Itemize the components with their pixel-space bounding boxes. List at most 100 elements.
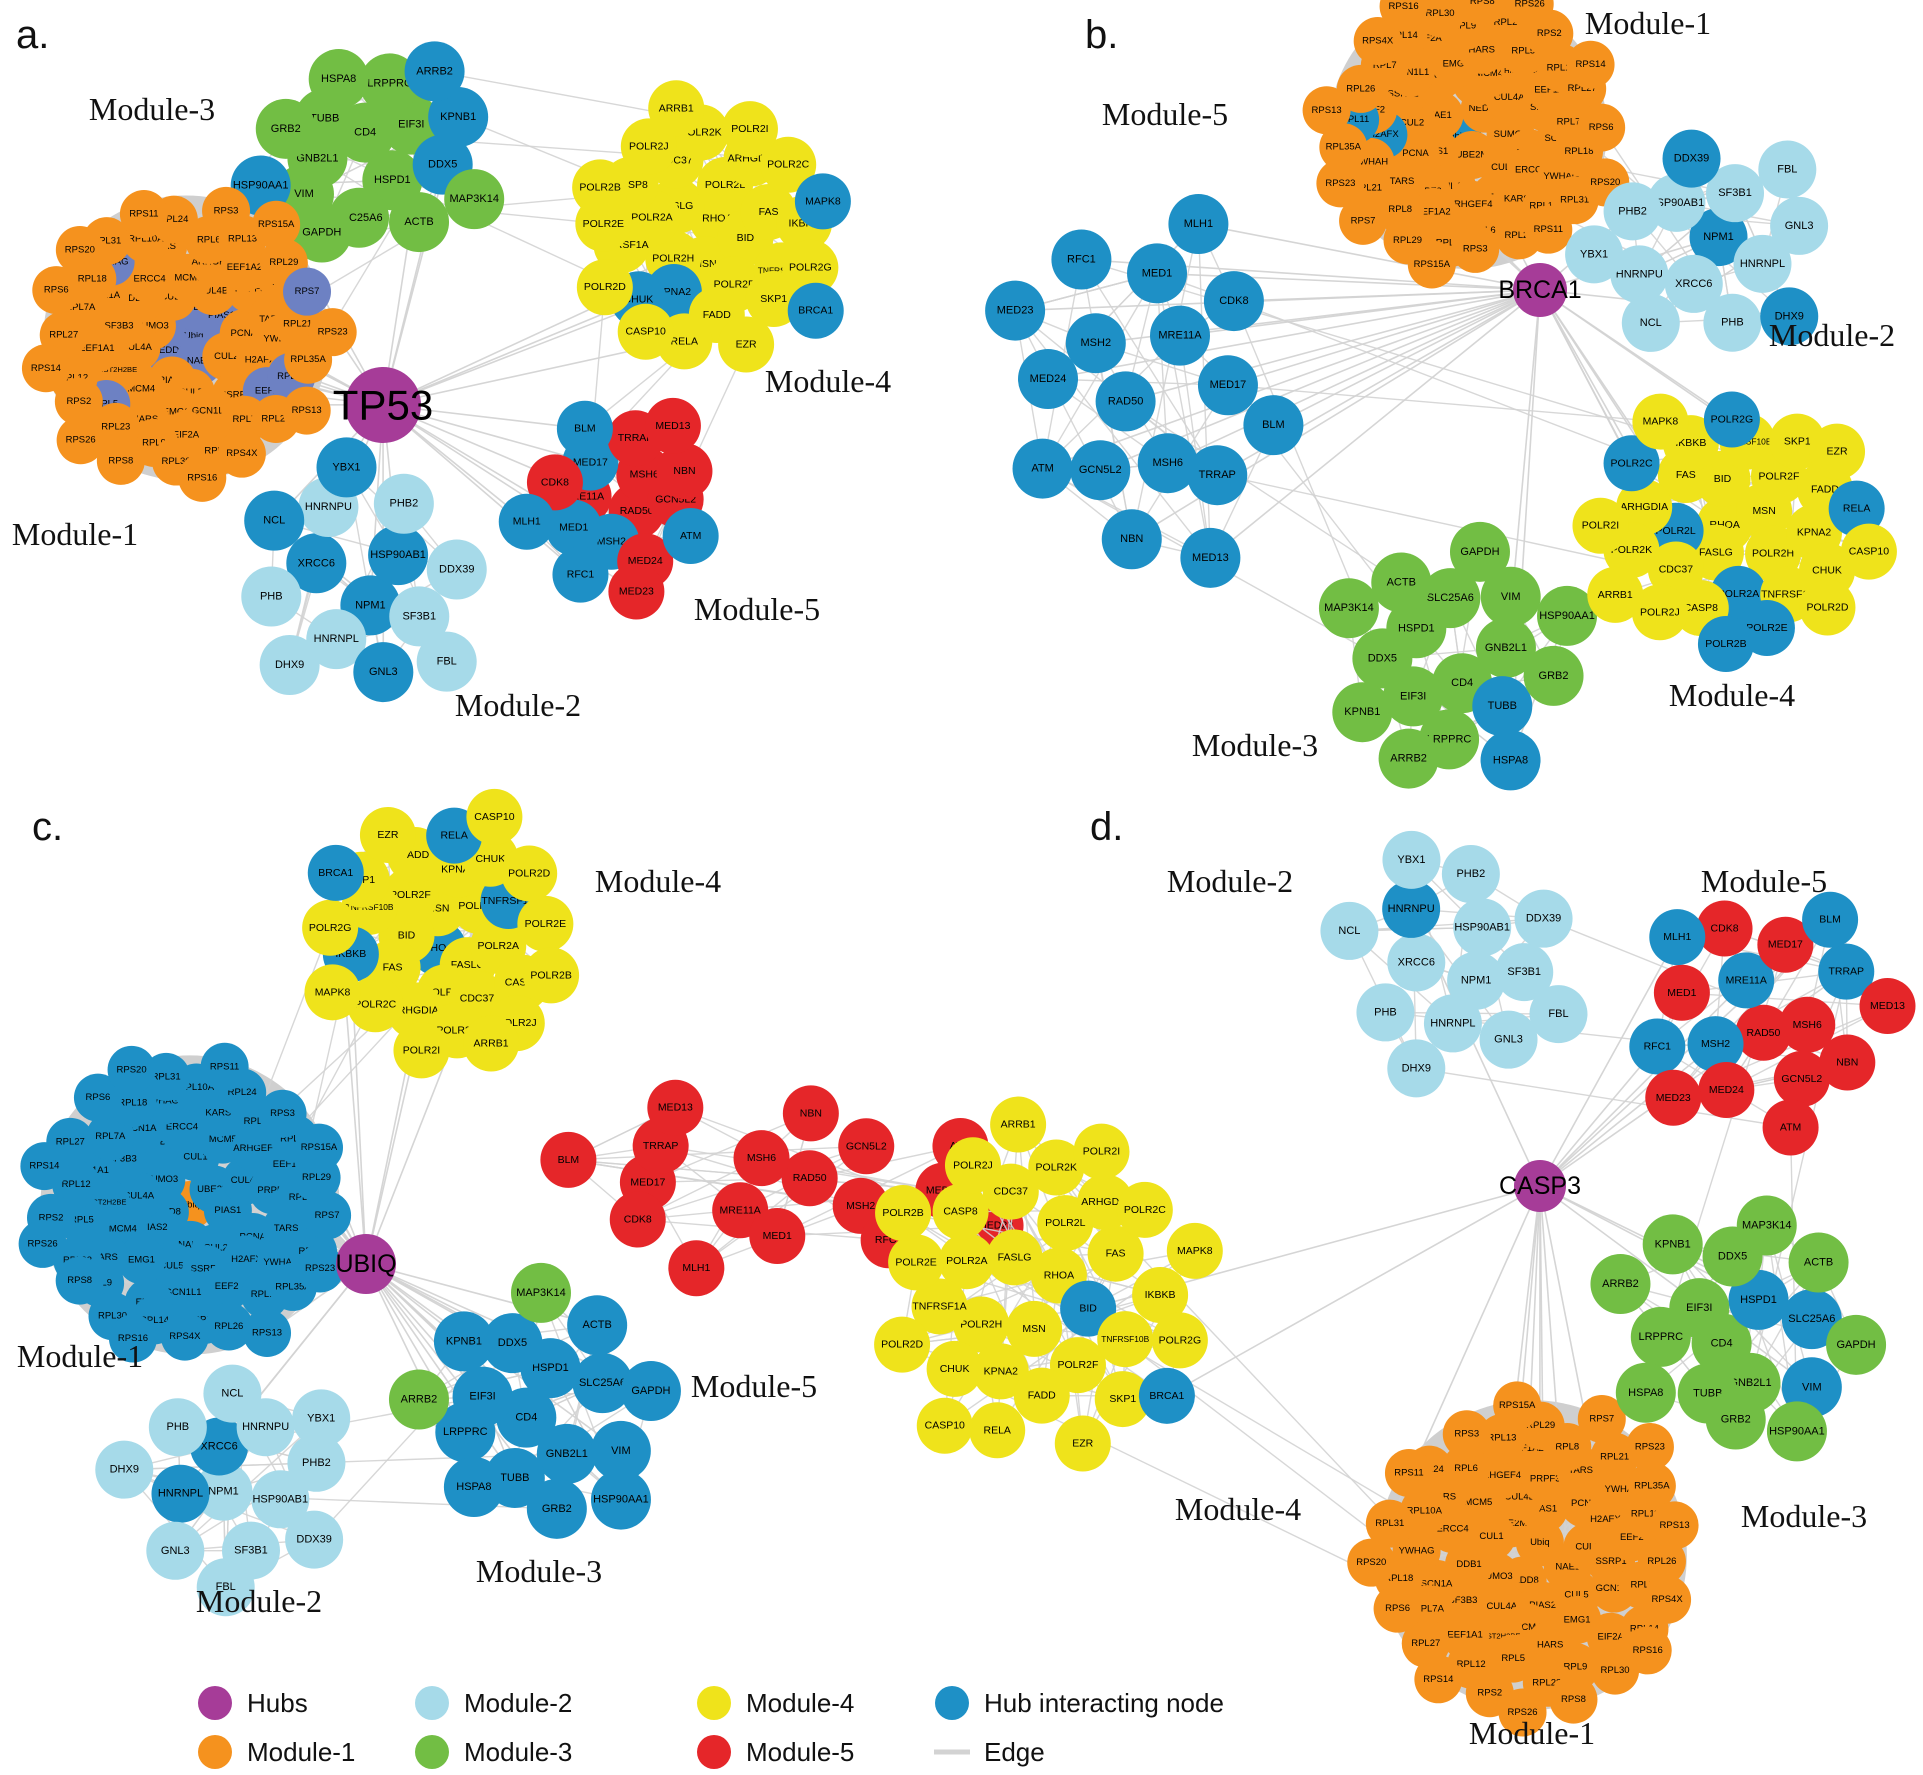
gene-node-circle[interactable]	[590, 1420, 651, 1481]
node-RPS4X[interactable]: RPS4X	[1353, 17, 1402, 66]
gene-node-circle[interactable]	[552, 546, 609, 603]
gene-node-circle[interactable]	[1416, 0, 1465, 38]
gene-node-circle[interactable]	[368, 525, 429, 586]
gene-node-circle[interactable]	[1449, 521, 1510, 582]
node-XRCC6[interactable]: XRCC6	[286, 533, 347, 594]
hub-circle[interactable]	[1513, 263, 1567, 317]
gene-node-circle[interactable]	[1566, 40, 1615, 89]
node-PHB2[interactable]: PHB2	[373, 473, 434, 534]
gene-node-circle[interactable]	[1319, 123, 1368, 172]
gene-node-circle[interactable]	[1243, 395, 1304, 456]
node-RFC1[interactable]: RFC1	[552, 546, 609, 603]
gene-node-circle[interactable]	[291, 202, 352, 263]
node-NCL[interactable]: NCL	[203, 1364, 262, 1423]
node-RPS14[interactable]: RPS14	[1414, 1655, 1463, 1704]
node-ATM[interactable]: ATM	[1012, 438, 1073, 499]
node-XRCC6[interactable]: XRCC6	[1387, 933, 1446, 992]
gene-node-circle[interactable]	[1012, 438, 1073, 499]
node-GAPDH[interactable]: GAPDH	[620, 1361, 681, 1422]
gene-node-circle[interactable]	[932, 1183, 989, 1240]
node-MAPK8[interactable]: MAPK8	[794, 173, 851, 230]
gene-node-circle[interactable]	[54, 377, 103, 426]
gene-node-circle[interactable]	[435, 1402, 496, 1463]
gene-node-circle[interactable]	[1087, 1225, 1144, 1282]
gene-node-circle[interactable]	[56, 416, 105, 465]
node-MLH1[interactable]: MLH1	[1649, 909, 1706, 966]
gene-node-circle[interactable]	[96, 436, 145, 485]
gene-node-circle[interactable]	[1347, 1538, 1396, 1587]
node-MED1[interactable]: MED1	[1653, 964, 1710, 1021]
gene-node-circle[interactable]	[307, 844, 364, 901]
node-IKBKB[interactable]: IKBKB	[1132, 1267, 1189, 1324]
gene-node-circle[interactable]	[308, 308, 357, 357]
node-RPS2[interactable]: RPS2	[54, 377, 103, 426]
gene-node-circle[interactable]	[303, 1191, 352, 1240]
gene-node-circle[interactable]	[648, 80, 705, 137]
gene-node-circle[interactable]	[1718, 952, 1775, 1009]
gene-node-circle[interactable]	[969, 1402, 1026, 1459]
hub-node-TP53[interactable]: TP53	[333, 367, 433, 443]
node-CASP10[interactable]: CASP10	[1840, 523, 1897, 580]
node-RPS7[interactable]: RPS7	[283, 267, 332, 316]
node-GNB2L1[interactable]: GNB2L1	[1475, 617, 1536, 678]
node-MED24[interactable]: MED24	[1018, 348, 1079, 409]
gene-node-circle[interactable]	[1615, 1362, 1676, 1423]
node-POLR2J[interactable]: POLR2J	[1631, 584, 1688, 641]
gene-node-circle[interactable]	[1339, 196, 1388, 245]
gene-node-circle[interactable]	[572, 159, 629, 216]
gene-node-circle[interactable]	[1203, 271, 1264, 332]
gene-node-circle[interactable]	[428, 87, 489, 148]
node-RPS6[interactable]: RPS6	[1577, 103, 1626, 152]
gene-node-circle[interactable]	[1493, 1381, 1542, 1430]
gene-node-circle[interactable]	[443, 1456, 504, 1517]
node-RPS8[interactable]: RPS8	[96, 436, 145, 485]
gene-node-circle[interactable]	[794, 173, 851, 230]
gene-node-circle[interactable]	[1065, 313, 1126, 374]
gene-node-circle[interactable]	[1616, 479, 1673, 536]
gene-node-circle[interactable]	[1060, 1280, 1117, 1337]
gene-node-circle[interactable]	[1137, 433, 1198, 494]
node-NBN[interactable]: NBN	[656, 443, 713, 500]
gene-node-circle[interactable]	[18, 1219, 67, 1268]
node-RPS11[interactable]: RPS11	[200, 1042, 249, 1091]
node-MLH1[interactable]: MLH1	[498, 493, 555, 550]
gene-node-circle[interactable]	[1689, 208, 1748, 267]
node-ATM[interactable]: ATM	[1762, 1099, 1819, 1156]
gene-node-circle[interactable]	[1480, 566, 1541, 627]
gene-node-circle[interactable]	[1382, 830, 1441, 889]
gene-node-circle[interactable]	[972, 1343, 1029, 1400]
node-SLC25A6[interactable]: SLC25A6	[572, 1353, 633, 1414]
gene-node-circle[interactable]	[1382, 879, 1441, 938]
gene-node-circle[interactable]	[32, 266, 81, 315]
gene-node-circle[interactable]	[1489, 1634, 1538, 1683]
gene-node-circle[interactable]	[1529, 985, 1588, 1044]
gene-node-circle[interactable]	[1587, 566, 1644, 623]
gene-node-circle[interactable]	[1523, 645, 1584, 706]
node-SF3B1[interactable]: SF3B1	[1495, 943, 1554, 1002]
gene-node-circle[interactable]	[1788, 1232, 1849, 1293]
gene-node-circle[interactable]	[911, 1278, 968, 1335]
gene-node-circle[interactable]	[1028, 1139, 1085, 1196]
node-MAP3K14[interactable]: MAP3K14	[510, 1262, 571, 1323]
node-MAP3K14[interactable]: MAP3K14	[1318, 578, 1379, 639]
node-ACTB[interactable]: ACTB	[389, 192, 450, 253]
node-RPS16[interactable]: RPS16	[1623, 1626, 1672, 1675]
node-FAS[interactable]: FAS	[1087, 1225, 1144, 1282]
node-RPS15A[interactable]: RPS15A	[252, 200, 301, 249]
node-GRB2[interactable]: GRB2	[526, 1478, 587, 1539]
gene-node-circle[interactable]	[1697, 616, 1754, 673]
gene-node-circle[interactable]	[781, 1150, 838, 1207]
node-KPNA2[interactable]: KPNA2	[972, 1343, 1029, 1400]
node-GCN5L2[interactable]: GCN5L2	[1773, 1050, 1830, 1107]
node-EZR[interactable]: EZR	[1809, 423, 1866, 480]
gene-node-circle[interactable]	[1799, 579, 1856, 636]
gene-node-circle[interactable]	[1627, 1461, 1676, 1510]
gene-node-circle[interactable]	[286, 533, 347, 594]
gene-node-circle[interactable]	[501, 845, 558, 902]
node-RPS8[interactable]: RPS8	[1549, 1675, 1598, 1724]
node-ARRB1[interactable]: ARRB1	[1587, 566, 1644, 623]
gene-node-circle[interactable]	[388, 1369, 449, 1430]
gene-node-circle[interactable]	[1414, 1655, 1463, 1704]
node-RPS26[interactable]: RPS26	[1505, 0, 1554, 28]
gene-node-circle[interactable]	[283, 267, 332, 316]
